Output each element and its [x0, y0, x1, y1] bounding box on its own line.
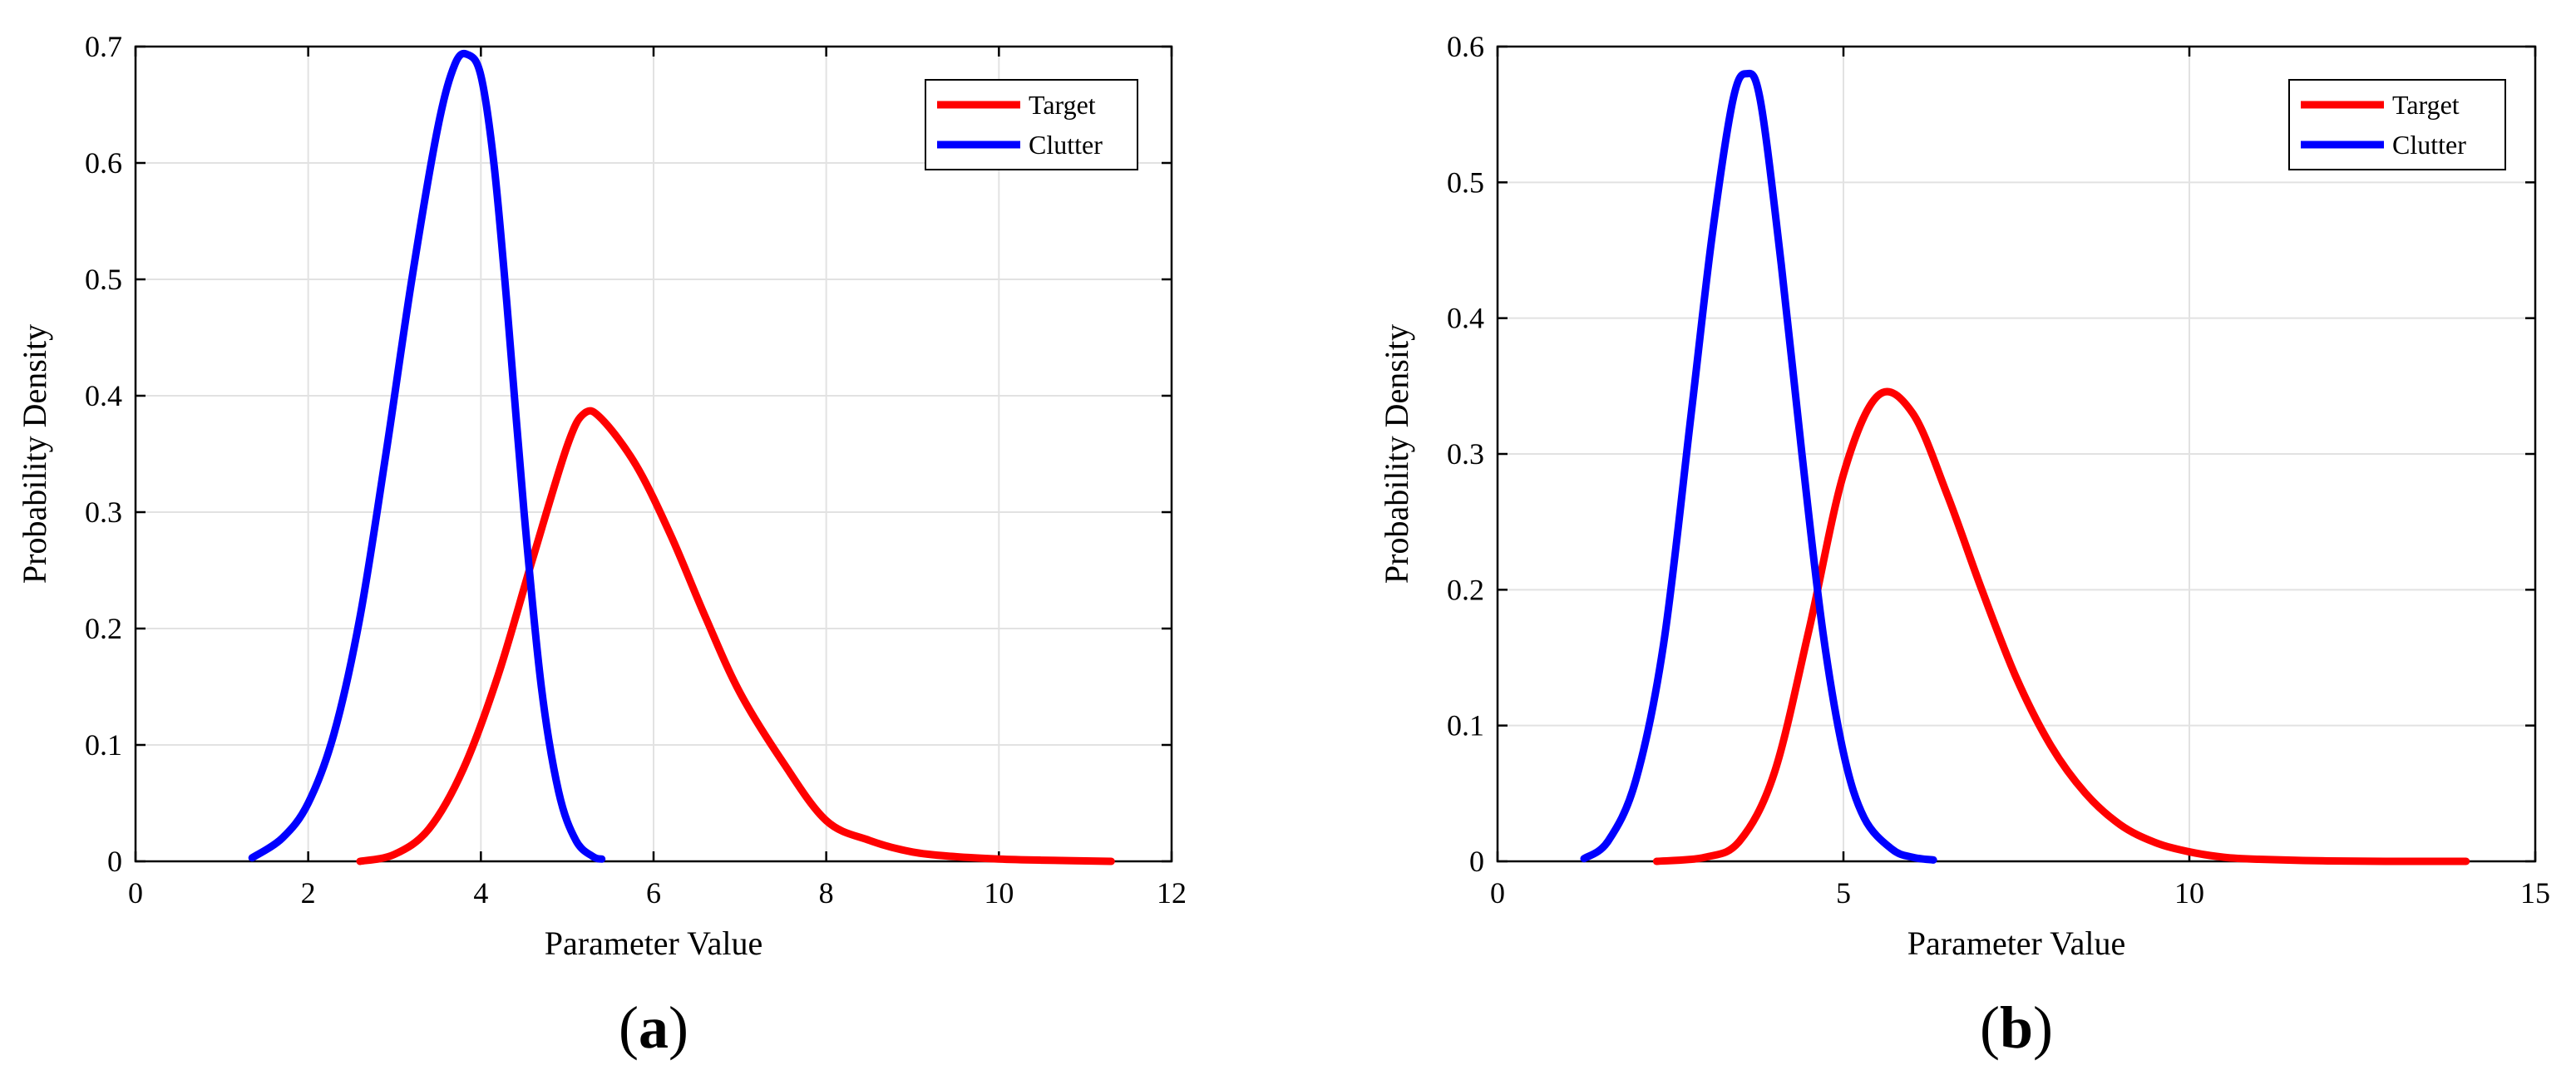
x-axis-label: Parameter Value: [545, 925, 762, 962]
y-tick-label: 0.3: [85, 496, 122, 529]
legend: Target Clutter: [2288, 79, 2506, 170]
x-tick-label: 15: [2520, 876, 2550, 910]
y-tick-label: 0.4: [85, 379, 122, 412]
legend-label-clutter: Clutter: [1029, 130, 1103, 160]
y-tick-label: 0.2: [1447, 573, 1484, 606]
x-tick-label: 10: [984, 876, 1014, 910]
x-tick-label: 4: [473, 876, 488, 910]
legend-box: [925, 79, 1138, 170]
series-line-target: [1652, 387, 2470, 865]
y-tick-label: 0.5: [1447, 165, 1484, 199]
y-axis-label: Probability Density: [16, 324, 53, 584]
y-tick-label: 0.7: [85, 30, 122, 63]
y-tick-label: 0: [1469, 845, 1484, 878]
panel-a-plot: 0 2 4 6 8 10 12 0 0.1 0.2 0.3 0.4 0.5 0.6 0.7 Target Clu…: [16, 30, 1187, 1061]
series-line-clutter: [1580, 69, 1937, 864]
y-tick-label: 0.3: [1447, 437, 1484, 471]
x-tick-label: 2: [301, 876, 316, 910]
y-tick-label: 0.5: [85, 263, 122, 296]
x-tick-label: 0: [1490, 876, 1505, 910]
x-tick-label: 10: [2174, 876, 2204, 910]
legend-box: [2288, 79, 2506, 170]
x-tick-label: 0: [128, 876, 143, 910]
y-axis-label: Probability Density: [1378, 324, 1415, 584]
x-tick-label: 8: [819, 876, 834, 910]
series-line-clutter: [248, 49, 606, 863]
legend: Target Clutter: [925, 79, 1138, 170]
legend-label-target: Target: [2392, 90, 2460, 120]
panel-label: (a): [619, 994, 688, 1061]
panel-label: (b): [1980, 994, 2053, 1061]
y-tick-label: 0: [107, 845, 122, 878]
y-tick-label: 0.6: [85, 146, 122, 180]
x-axis-label: Parameter Value: [1907, 925, 2125, 962]
legend-label-clutter: Clutter: [2392, 130, 2466, 160]
y-tick-label: 0.6: [1447, 30, 1484, 63]
x-tick-label: 5: [1836, 876, 1851, 910]
y-tick-label: 0.2: [85, 612, 122, 645]
legend-label-target: Target: [1029, 90, 1096, 120]
y-tick-label: 0.4: [1447, 302, 1484, 335]
panel-b-plot: 0 5 10 15 0 0.1 0.2 0.3 0.4 0.5 0.6 Target Clutter Pa…: [1378, 30, 2550, 1061]
series-line-target: [356, 407, 1115, 865]
y-tick-label: 0.1: [1447, 709, 1484, 742]
x-tick-label: 6: [646, 876, 661, 910]
x-tick-label: 12: [1157, 876, 1187, 910]
y-tick-label: 0.1: [85, 728, 122, 762]
